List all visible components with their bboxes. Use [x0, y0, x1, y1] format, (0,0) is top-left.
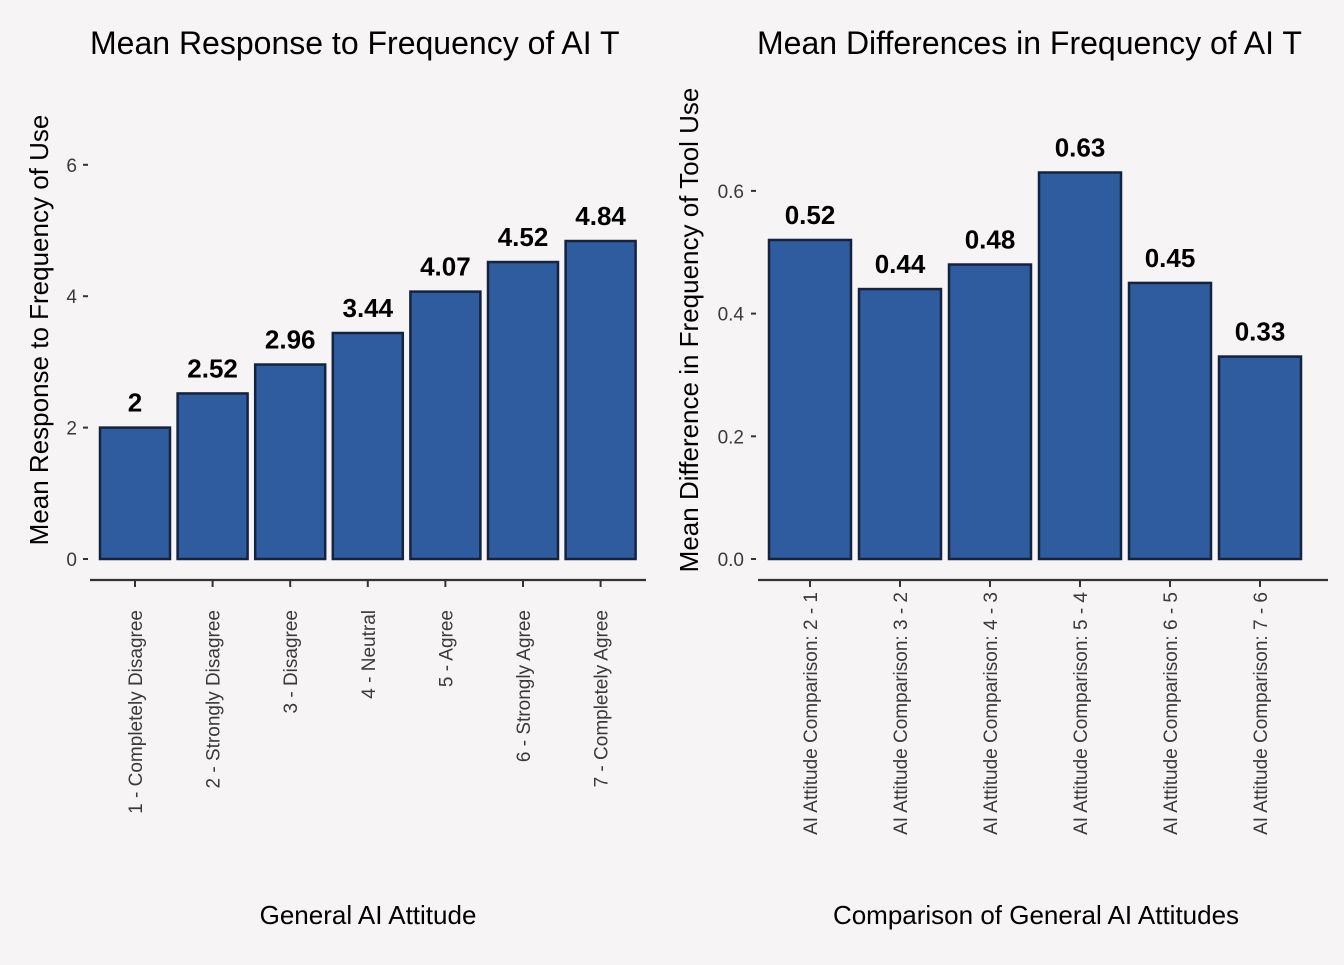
x-tick-label: 4 - Neutral — [359, 610, 380, 699]
x-tick-label: 6 - Strongly Agree — [514, 610, 535, 762]
chart-title: Mean Response to Frequency of AI T — [90, 25, 619, 61]
data-label: 3.44 — [342, 293, 393, 323]
bar — [947, 263, 1033, 561]
y-axis-ticks: 0 2 4 6 — [66, 156, 88, 571]
bar-marks: 2 2.52 2.96 3.44 4.07 4.52 4.84 — [98, 201, 637, 561]
bar — [1037, 171, 1123, 561]
x-tick-label: 1 - Completely Disagree — [126, 610, 147, 814]
y-tick-label: 6 — [66, 156, 77, 177]
bar — [564, 239, 637, 561]
x-tick-label: 2 - Strongly Disagree — [204, 610, 225, 788]
bar — [253, 363, 327, 561]
y-tick-label: 0.6 — [718, 182, 744, 203]
y-tick-label: 2 — [66, 419, 77, 440]
chart-title: Mean Differences in Frequency of AI T — [757, 25, 1302, 61]
x-tick-label: AI Attitude Comparison: 5 - 4 — [1071, 592, 1092, 835]
bar — [1217, 355, 1303, 561]
data-label: 4.84 — [575, 201, 626, 231]
y-tick-label: 0 — [66, 550, 77, 571]
bar — [857, 287, 943, 561]
y-tick-label: 4 — [66, 287, 77, 308]
bar-marks: 0.52 0.44 0.48 0.63 0.45 0.33 — [767, 132, 1303, 561]
y-tick-label: 0.2 — [718, 427, 744, 448]
x-axis-title: General AI Attitude — [260, 900, 477, 930]
data-label: 0.33 — [1235, 317, 1286, 347]
x-axis-ticks: AI Attitude Comparison: 2 - 1 AI Attitude… — [801, 580, 1272, 835]
data-label: 4.07 — [420, 252, 471, 282]
right-panel: Mean Differences in Frequency of AI T Me… — [674, 25, 1328, 930]
data-label: 2.96 — [265, 325, 316, 355]
bar — [331, 331, 405, 561]
x-axis-title: Comparison of General AI Attitudes — [833, 900, 1239, 930]
left-panel: Mean Response to Frequency of AI T Mean … — [24, 25, 646, 930]
bar — [176, 392, 249, 561]
bar — [1127, 281, 1213, 561]
data-label: 0.52 — [785, 200, 836, 230]
data-label: 0.44 — [875, 249, 926, 279]
x-tick-label: AI Attitude Comparison: 2 - 1 — [801, 592, 822, 835]
x-tick-label: 3 - Disagree — [281, 610, 302, 714]
data-label: 0.45 — [1145, 243, 1196, 273]
x-tick-label: AI Attitude Comparison: 4 - 3 — [981, 592, 1002, 835]
bar — [767, 238, 853, 561]
y-axis-title: Mean Response to Frequency of Use — [24, 115, 54, 546]
bar — [98, 426, 172, 561]
x-tick-label: AI Attitude Comparison: 6 - 5 — [1161, 592, 1182, 835]
x-axis-ticks: 1 - Completely Disagree 2 - Strongly Disa… — [126, 580, 613, 814]
x-tick-label: AI Attitude Comparison: 7 - 6 — [1251, 592, 1272, 835]
data-label: 0.63 — [1055, 132, 1106, 162]
x-tick-label: 5 - Agree — [436, 610, 457, 687]
bar — [409, 290, 482, 561]
x-tick-label: AI Attitude Comparison: 3 - 2 — [891, 592, 912, 835]
data-label: 4.52 — [498, 222, 549, 252]
y-tick-label: 0.4 — [718, 305, 745, 326]
data-label: 2.52 — [187, 353, 238, 383]
y-axis-ticks: 0.0 0.2 0.4 0.6 — [718, 182, 756, 571]
y-axis-title: Mean Difference in Frequency of Tool Use — [674, 88, 704, 573]
x-tick-label: 7 - Completely Agree — [592, 610, 613, 787]
data-label: 2 — [128, 388, 142, 418]
y-tick-label: 0.0 — [718, 550, 744, 571]
bar — [486, 260, 560, 561]
data-label: 0.48 — [965, 225, 1016, 255]
